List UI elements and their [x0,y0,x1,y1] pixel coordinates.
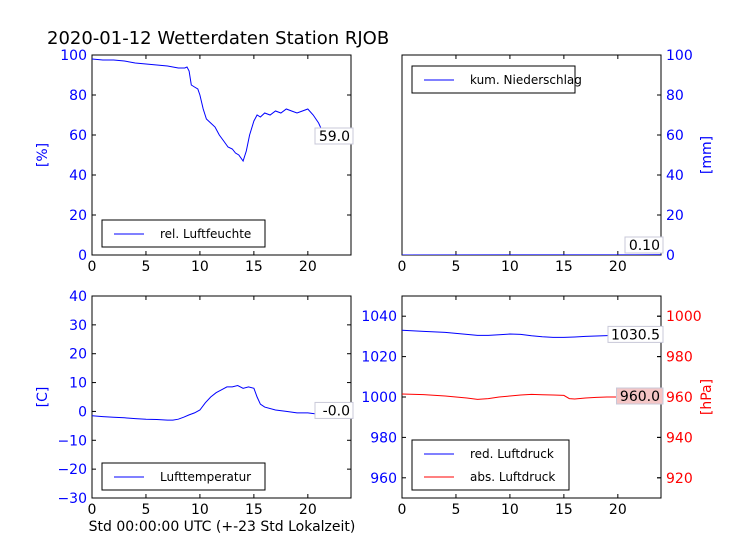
x-tick-label: 20 [299,502,317,518]
last-value-box [607,325,664,343]
y-tick-label: 40 [69,168,87,184]
y-tick-label: 40 [69,289,87,305]
y-tick-label: 1020 [361,350,397,366]
x-tick-label: 20 [609,259,627,275]
x-tick-label: 0 [398,259,407,275]
plot-frame [91,54,352,256]
y-tick-label: 1040 [361,309,397,325]
legend-entry: kum. Niederschlag [470,73,582,87]
x-tick-label: 15 [555,259,573,275]
y-tick-label-right: 20 [666,208,684,224]
last-value-box [314,401,354,419]
y-tick-label: 20 [69,208,87,224]
legend: red. Luftdruck abs. Luftdruck [411,439,570,491]
x-tick-label: 5 [451,259,460,275]
y-axis-label: [C] [35,387,51,408]
x-tick-label: 15 [555,502,573,518]
legend: Lufttemperatur [101,462,266,491]
last-value-label: 0.10 [629,238,660,254]
y-tick-label: 100 [60,48,87,64]
y-tick-label-right: 0 [666,248,675,264]
x-tick-label: 5 [451,502,460,518]
y-tick-label: 10 [69,376,87,392]
y-tick-label-right: 980 [666,350,693,366]
legend: rel. Luftfeuchte [101,219,266,248]
y-tick-label-right: 940 [666,430,693,446]
y-tick-label-right: 1000 [666,309,702,325]
y-tick-label-right: 920 [666,471,693,487]
x-tick-label: 10 [501,259,519,275]
x-tick-label: 15 [245,502,263,518]
x-tick-label: 15 [245,259,263,275]
y-tick-label: 0 [78,404,87,420]
series-line-1 [92,384,351,421]
x-tick-label: 0 [398,502,407,518]
x-tick-label: 0 [88,502,97,518]
y-tick-label: 60 [69,128,87,144]
last-value-label: -0.0 [323,403,350,419]
y-axis-label: [mm] [699,136,715,174]
y-tick-label-right: 100 [666,48,693,64]
x-axis-label: Std 00:00:00 UTC (+-23 Std Lokalzeit) [89,519,356,535]
y-tick-label: 20 [69,347,87,363]
last-value-box [616,387,664,405]
legend-entry: abs. Luftdruck [470,470,555,484]
legend-entry: Lufttemperatur [160,470,251,484]
last-value-box [314,127,354,145]
y-tick-label-right: 960 [666,390,693,406]
plot-frame [91,295,352,499]
y-tick-label: 0 [78,248,87,264]
legend-entry: red. Luftdruck [470,447,554,461]
y-tick-label: −20 [57,462,87,478]
last-value-box [624,236,664,254]
y-axis-label: [hPa] [699,379,715,415]
y-tick-label: 30 [69,318,87,334]
series-line-1 [92,58,351,163]
last-value-label: 59.0 [319,129,350,145]
x-tick-label: 5 [141,259,150,275]
panel-2: 0 5 10 15 20 0 20 40 60 80 100 [mm] 0.10 kum. Nieders… [398,48,715,275]
x-tick-label: 20 [299,259,317,275]
y-tick-label: −10 [57,433,87,449]
last-value-label: 1030.5 [611,327,660,343]
legend-box [411,439,570,491]
y-tick-label-right: 80 [666,88,684,104]
y-tick-label-right: 40 [666,168,684,184]
x-tick-label: 20 [609,502,627,518]
panel-1: 0 5 10 15 20 0 20 40 60 80 100 [%] 59.0 rel. Luftfeuc… [35,48,354,275]
y-tick-label: 1000 [361,390,397,406]
figure-title: 2020-01-12 Wetterdaten Station RJOB [47,28,389,49]
x-tick-label: 10 [191,502,209,518]
x-tick-label: 10 [191,259,209,275]
y-axis-label: [%] [35,143,51,167]
y-tick-label: −30 [57,491,87,507]
y-tick-label: 960 [370,471,397,487]
y-tick-label: 80 [69,88,87,104]
last-value-label: 960.0 [620,389,660,405]
panel-4: 0 5 10 15 20 960 980 1000 1020 1040 920 940 960 980 10… [361,295,715,518]
x-tick-label: 0 [88,259,97,275]
legend: kum. Niederschlag [411,65,582,94]
x-tick-label: 5 [141,502,150,518]
x-tick-label: 10 [501,502,519,518]
y-tick-label: 980 [370,430,397,446]
legend-entry: rel. Luftfeuchte [160,227,251,241]
panel-3: 0 5 10 15 20 −30 −20 −10 0 10 20 30 40 [C] -0.0 Lufttem… [35,289,354,518]
y-tick-label-right: 60 [666,128,684,144]
